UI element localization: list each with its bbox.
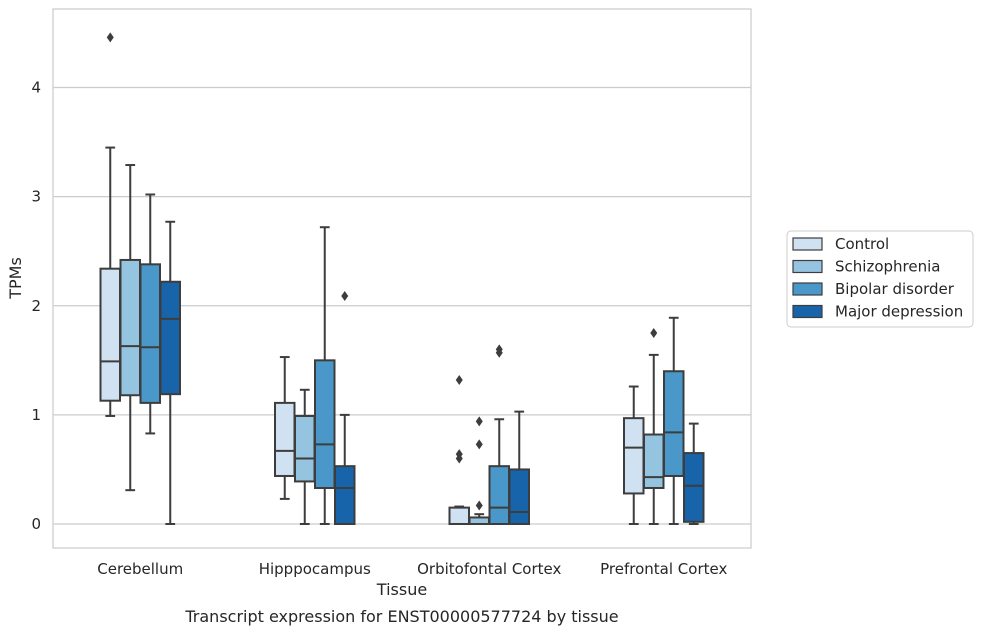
series-schizophrenia	[119, 164, 665, 525]
box	[448, 374, 470, 525]
legend-swatch	[792, 237, 823, 251]
box-iqr	[508, 468, 530, 525]
box-iqr	[159, 280, 181, 396]
box	[294, 388, 316, 525]
chart-caption: Transcript expression for ENST0000057772…	[184, 607, 618, 626]
outlier-point	[455, 449, 463, 460]
box-iqr	[334, 465, 356, 525]
box	[119, 164, 141, 492]
x-tick-label: Prefrontal Cortex	[600, 560, 727, 578]
series-major-depression	[159, 220, 705, 525]
box-iqr	[139, 263, 161, 404]
plot-area-frame	[52, 8, 752, 549]
box-iqr	[294, 414, 316, 483]
box-iqr	[274, 401, 296, 477]
x-tick-label: Cerebellum	[97, 560, 183, 578]
box	[623, 385, 645, 525]
series-control	[99, 32, 645, 525]
legend: Control Schizophrenia Bipolar disorder Majo…	[786, 230, 974, 328]
box-iqr	[683, 452, 705, 523]
y-axis-label: TPMs	[6, 257, 25, 300]
outlier-point	[341, 290, 349, 301]
box	[683, 422, 705, 525]
legend-frame	[786, 230, 974, 328]
y-tick-label: 3	[31, 188, 41, 206]
legend-swatch	[792, 282, 823, 296]
box	[663, 316, 685, 525]
box-iqr	[448, 506, 470, 525]
box	[643, 328, 665, 525]
x-tick-label: Orbitofontal Cortex	[417, 560, 561, 578]
box-iqr	[99, 267, 121, 402]
outlier-point	[475, 500, 483, 511]
box	[488, 344, 510, 525]
legend-label: Bipolar disorder	[835, 280, 955, 298]
y-tick-label: 0	[31, 515, 41, 533]
y-tick-label: 4	[31, 79, 41, 97]
box	[468, 416, 490, 525]
box	[139, 193, 161, 435]
box-iqr	[623, 417, 645, 495]
box-iqr	[663, 370, 685, 477]
y-tick-label: 1	[31, 406, 41, 424]
outlier-point	[650, 328, 658, 339]
legend-label: Control	[835, 235, 889, 253]
outlier-point	[475, 416, 483, 427]
box-iqr	[314, 359, 336, 489]
legend-swatch	[792, 259, 823, 274]
box	[274, 356, 296, 500]
box-iqr	[488, 465, 510, 525]
legend-swatch	[792, 304, 823, 319]
x-axis-label: Tissue	[376, 580, 427, 599]
series-bipolar-disorder	[139, 193, 685, 525]
legend-label: Major depression	[835, 303, 963, 321]
outlier-point	[106, 32, 114, 43]
outlier-point	[455, 374, 463, 385]
box-iqr	[119, 258, 141, 397]
box	[99, 32, 121, 417]
box	[159, 220, 181, 525]
box-iqr	[643, 433, 665, 489]
outlier-point	[475, 439, 483, 450]
box	[314, 226, 336, 525]
y-axis-ticks: 0 1 2 3 4	[31, 79, 41, 533]
x-axis-ticks: Cerebellum Hipppocampus Orbitofontal Corte…	[97, 560, 727, 578]
y-tick-label: 2	[31, 297, 41, 315]
box	[334, 290, 356, 525]
outlier-point	[495, 344, 503, 355]
box-series	[99, 32, 705, 525]
legend-label: Schizophrenia	[835, 258, 940, 276]
x-tick-label: Hipppocampus	[259, 560, 371, 578]
box	[508, 410, 530, 525]
